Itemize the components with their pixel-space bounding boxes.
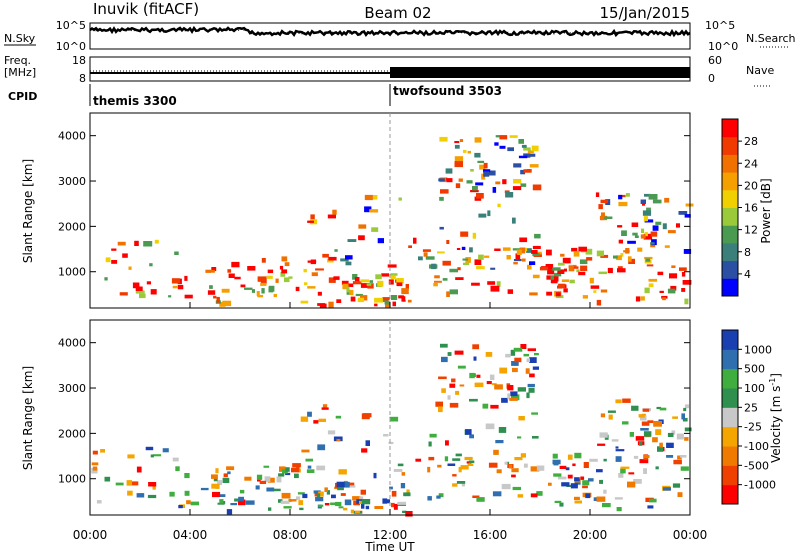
colorbar-swatch <box>722 260 738 279</box>
colorbar-swatch <box>722 172 738 191</box>
colorbar-swatch <box>722 189 738 208</box>
colorbar-swatch <box>722 242 738 262</box>
colorbar-tick-label: 8 <box>744 246 751 259</box>
colorbar-swatch <box>722 349 738 370</box>
colorbar-swatch <box>722 330 738 350</box>
colorbar-tick-label: -1000 <box>744 479 776 492</box>
time-tick-label: 20:00 <box>573 528 608 542</box>
cpid-label: CPID <box>8 90 37 103</box>
time-tick-label: 04:00 <box>173 528 208 542</box>
range-tick-label: 4000 <box>58 337 86 350</box>
range-tick-label: 3000 <box>58 382 86 395</box>
colorbar-tick-label: -500 <box>744 459 769 472</box>
power-data <box>104 135 694 309</box>
date-title: 15/Jan/2015 <box>600 4 691 22</box>
colorbar-swatch <box>722 407 738 428</box>
range-tick-label: 1000 <box>58 266 86 279</box>
colorbar-swatch <box>722 368 738 389</box>
noise-tick-high-left: 10^5 <box>56 19 86 32</box>
time-tick-label: 00:00 <box>673 528 708 542</box>
range-tick-label: 4000 <box>58 130 86 143</box>
colorbar-swatch <box>722 154 738 173</box>
noise-tick-low-left: 10^0 <box>56 40 86 53</box>
range-tick-label: 1000 <box>58 473 86 486</box>
time-tick-label: 12:00 <box>373 528 408 542</box>
beam-title: Beam 02 <box>364 4 431 22</box>
nave-tick-high: 60 <box>708 54 722 67</box>
colorbar-swatch <box>722 119 738 138</box>
colorbar-swatch <box>722 225 738 244</box>
radar-title: Inuvik (fitACF) <box>93 0 199 18</box>
colorbar-tick-label: 1000 <box>744 343 772 356</box>
freq-tick-high: 18 <box>72 54 86 67</box>
colorbar-swatch <box>722 207 738 226</box>
freq-label: Freq. <box>4 54 31 67</box>
colorbar-swatch <box>722 388 738 408</box>
noise-search-series <box>89 28 691 35</box>
range-tick-label: 3000 <box>58 175 86 188</box>
power-colorbar: 28 24 20 16 12 8 4 <box>721 118 758 297</box>
time-tick-label: 16:00 <box>473 528 508 542</box>
freq-nave-panel: Freq. [MHz] 18 8 60 0 Nave <box>4 54 774 87</box>
nsearch-label: N.Search <box>746 32 796 45</box>
power-panel: 1000 2000 3000 4000 Slant Range [km] <box>21 112 694 309</box>
colorbar-swatch <box>722 465 738 486</box>
colorbar-swatch <box>722 278 738 297</box>
colorbar-tick-label: 16 <box>744 202 758 215</box>
time-axis-label: Time UT <box>364 540 415 554</box>
time-axis: 00:00 04:00 08:00 12:00 16:00 20:00 00:00 <box>73 302 708 542</box>
cpid-program-1: themis 3300 <box>93 94 177 108</box>
noise-tick-low-right: 10^0 <box>708 40 738 53</box>
colorbar-tick-label: 20 <box>744 179 758 192</box>
colorbar-tick-label: 100 <box>744 382 765 395</box>
noise-panel: N.Sky 10^5 10^0 10^5 10^0 N.Search <box>4 19 796 53</box>
velocity-colorbar: 1000 500 100 25 -25 -100 -500 -1000 <box>721 329 776 505</box>
velocity-panel: 1000 2000 3000 4000 Slant Range [km] <box>21 319 692 517</box>
colorbar-tick-label: 500 <box>744 363 765 376</box>
colorbar-tick-label: 24 <box>744 157 758 170</box>
noise-tick-high-right: 10^5 <box>705 19 735 32</box>
colorbar-swatch <box>722 426 738 447</box>
colorbar-tick-label: -25 <box>744 421 762 434</box>
range-tick-label: 2000 <box>58 220 86 233</box>
time-tick-label: 00:00 <box>73 528 108 542</box>
colorbar-swatch <box>722 136 738 155</box>
nave-tick-low: 0 <box>708 72 715 85</box>
freq-unit-label: [MHz] <box>4 66 36 79</box>
nsky-label: N.Sky <box>4 32 36 45</box>
colorbar-tick-label: -100 <box>744 440 769 453</box>
colorbar-swatch <box>722 446 738 466</box>
colorbar-tick-label: 25 <box>744 401 758 414</box>
velocity-ylabel: Slant Range [km] <box>21 366 35 470</box>
cpid-row: CPID themis 3300 twofsound 3503 <box>8 84 502 108</box>
nave-label: Nave <box>746 64 774 77</box>
colorbar-tick-label: 28 <box>744 135 758 148</box>
velocity-colorbar-label: Velocity [m s-1] <box>768 373 783 463</box>
colorbar-tick-label: 4 <box>744 268 751 281</box>
noise-sky-series <box>89 25 691 38</box>
cpid-program-2: twofsound 3503 <box>393 84 502 98</box>
freq-tick-low: 8 <box>79 72 86 85</box>
power-colorbar-label: Power [dB] <box>759 178 773 243</box>
time-tick-label: 08:00 <box>273 528 308 542</box>
range-tick-label: 2000 <box>58 427 86 440</box>
colorbar-tick-label: 12 <box>744 224 758 237</box>
velocity-data <box>91 343 692 517</box>
power-ylabel: Slant Range [km] <box>21 159 35 263</box>
colorbar-swatch <box>722 484 738 505</box>
